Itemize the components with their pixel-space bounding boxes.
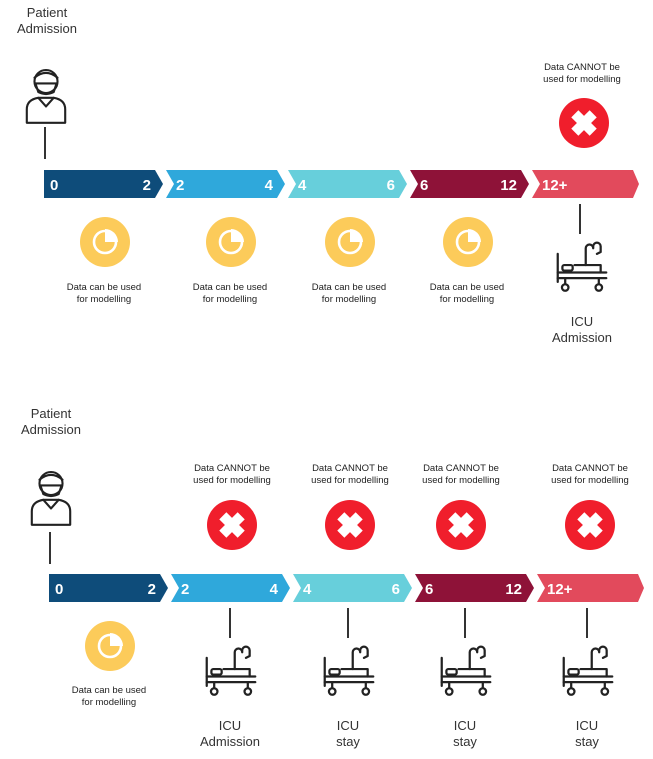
timeline-end-label: 4 [270, 581, 279, 598]
hospital-bed-icon [321, 642, 377, 698]
hospital-bed-icon [554, 238, 610, 294]
timeline-segment [410, 170, 529, 198]
pie-chart-icon [85, 621, 135, 671]
usable-note: Data can be used for modelling [311, 282, 387, 305]
icu-label: ICU stay [453, 718, 477, 749]
connector-line [229, 608, 231, 638]
usable-note: Data can be used for modelling [192, 282, 268, 305]
usable-note: Data can be used for modelling [66, 282, 142, 305]
timeline-start-label: 0 [50, 177, 58, 194]
timeline-end-label: 6 [387, 177, 395, 194]
cannot-note: Data CANNOT be used for modelling [551, 463, 629, 486]
patient-icon [22, 64, 70, 124]
timeline-end-label: 12 [505, 581, 522, 598]
timeline-start-label: 6 [420, 177, 428, 194]
icu-label: ICU Admission [200, 718, 260, 749]
pie-chart-icon [443, 217, 493, 267]
patient-icon [27, 466, 75, 526]
cross-icon [325, 500, 375, 550]
timeline-segment [537, 574, 644, 602]
icu-label: ICU stay [336, 718, 360, 749]
connector-line [44, 127, 46, 159]
usable-note: Data can be used for modelling [71, 685, 147, 708]
timeline-end-label: 12 [500, 177, 517, 194]
timeline-segment [293, 574, 412, 602]
timeline-end-label: 4 [265, 177, 274, 194]
timeline-end-label: 2 [143, 177, 151, 194]
cannot-note: Data CANNOT be used for modelling [422, 463, 500, 486]
cross-icon [207, 500, 257, 550]
patient-admission-label-1: Patient Admission [17, 5, 77, 36]
timeline-segment [49, 574, 168, 602]
cannot-note: Data CANNOT be used for modelling [311, 463, 389, 486]
timeline-start-label: 6 [425, 581, 433, 598]
timeline-end-label: 2 [148, 581, 156, 598]
timeline-start-label: 2 [176, 177, 184, 194]
timeline-1: 0 2 2 4 4 6 6 12 12+ [44, 170, 639, 198]
timeline-end-label: 6 [392, 581, 400, 598]
pie-chart-icon [325, 217, 375, 267]
cannot-note: Data CANNOT be used for modelling [193, 463, 271, 486]
icu-label: ICU Admission [552, 314, 612, 345]
timeline-start-label: 12+ [542, 177, 568, 194]
connector-line [347, 608, 349, 638]
timeline-segment [532, 170, 639, 198]
cross-icon [559, 98, 609, 148]
hospital-bed-icon [203, 642, 259, 698]
usable-note: Data can be used for modelling [429, 282, 505, 305]
timeline-segment [415, 574, 534, 602]
cannot-note: Data CANNOT be used for modelling [543, 62, 621, 85]
cross-icon [436, 500, 486, 550]
timeline-start-label: 4 [303, 581, 312, 598]
hospital-bed-icon [560, 642, 616, 698]
timeline-start-label: 0 [55, 581, 63, 598]
pie-chart-icon [206, 217, 256, 267]
hospital-bed-icon [438, 642, 494, 698]
timeline-start-label: 12+ [547, 581, 573, 598]
timeline-start-label: 4 [298, 177, 307, 194]
pie-chart-icon [80, 217, 130, 267]
timeline-2: 0 2 2 4 4 6 6 12 12+ [49, 574, 644, 602]
cross-icon [565, 500, 615, 550]
timeline-segment [44, 170, 163, 198]
patient-admission-label-2: Patient Admission [21, 406, 81, 437]
timeline-start-label: 2 [181, 581, 189, 598]
timeline-segment [288, 170, 407, 198]
connector-line [586, 608, 588, 638]
timeline-segment [171, 574, 290, 602]
timeline-segment [166, 170, 285, 198]
connector-line [464, 608, 466, 638]
connector-line [579, 204, 581, 234]
connector-line [49, 532, 51, 564]
icu-label: ICU stay [575, 718, 599, 749]
